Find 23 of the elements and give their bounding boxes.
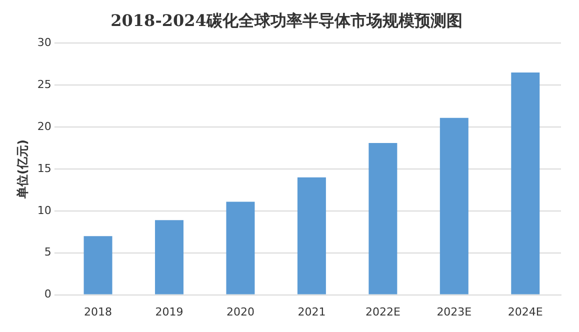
y-tick-label: 25 bbox=[37, 78, 52, 91]
x-tick-label: 2022E bbox=[365, 305, 400, 318]
bar bbox=[226, 202, 255, 294]
x-tick-label: 2023E bbox=[436, 305, 472, 318]
bar bbox=[440, 118, 468, 294]
x-tick-label: 2019 bbox=[155, 305, 184, 318]
bar bbox=[84, 236, 112, 294]
x-tick-label: 2021 bbox=[298, 305, 326, 318]
bar bbox=[511, 72, 540, 294]
y-tick-label: 20 bbox=[37, 120, 52, 133]
bar bbox=[368, 143, 398, 294]
y-tick-label: 0 bbox=[44, 288, 52, 301]
bar bbox=[297, 177, 326, 294]
y-tick-label: 10 bbox=[37, 204, 52, 217]
x-tick-label: 2020 bbox=[226, 305, 254, 318]
y-tick-label: 30 bbox=[37, 36, 52, 50]
x-tick-label: 2024E bbox=[508, 305, 543, 318]
chart-title: 2018-2024碳化全球功率半导体市场规模预测图 bbox=[110, 10, 462, 30]
y-tick-label: 5 bbox=[44, 246, 52, 259]
bar bbox=[154, 220, 184, 294]
y-axis-title: 单位(亿元) bbox=[15, 140, 30, 200]
x-tick-label: 2018 bbox=[84, 305, 112, 318]
y-tick-label: 15 bbox=[37, 162, 52, 175]
